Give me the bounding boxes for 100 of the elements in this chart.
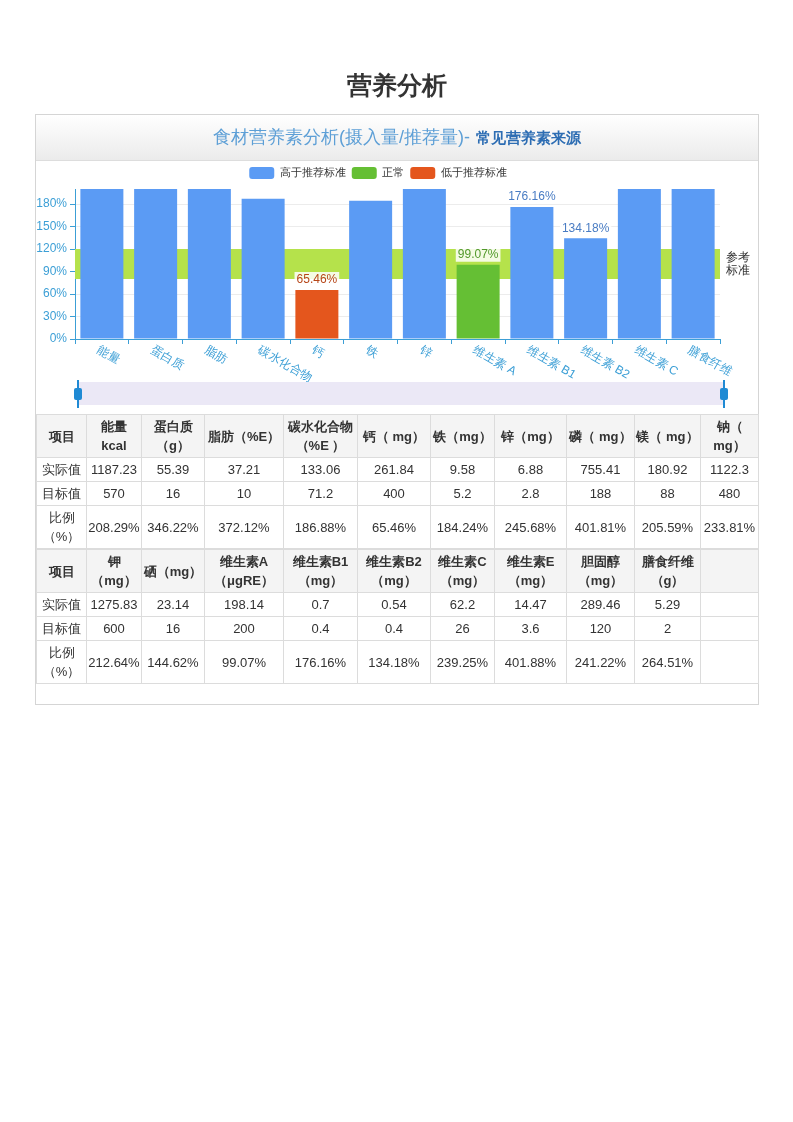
category-label: 维生素B2（mg） (357, 549, 431, 593)
category-label: 钠（ mg） (700, 414, 759, 458)
legend-label: 正常 (382, 166, 405, 179)
data-label: 570 (86, 481, 142, 506)
data-label: 65.46% (296, 272, 338, 287)
data-label: 1187.23 (86, 457, 142, 482)
data-label: 264.51% (634, 640, 701, 684)
x-tick-label: 维生素 C (632, 342, 682, 379)
category-label: 维生素B1（mg） (283, 549, 358, 593)
bar (564, 238, 608, 339)
data-label: 184.24% (430, 505, 495, 549)
data-label: 5.2 (430, 481, 495, 506)
legend-label: 高于推荐标准 (279, 166, 346, 179)
data-label: 401.88% (494, 640, 567, 684)
data-label: 99.07% (457, 247, 499, 262)
data-label: 144.62% (141, 640, 205, 684)
bar (241, 198, 285, 339)
y-tick-label: 120% (36, 241, 68, 256)
x-tick-label: 维生素 B2 (578, 342, 633, 382)
chart-subtitle: 常见营养素来源 (475, 129, 581, 146)
data-label: 245.68% (494, 505, 567, 549)
category-label: 镁（ mg） (634, 414, 701, 458)
data-label: 372.12% (204, 505, 284, 549)
legend-label: 低于推荐标准 (440, 166, 507, 179)
bar (510, 206, 554, 339)
data-label: 16 (141, 481, 205, 506)
category-label: 锌（mg） (494, 414, 567, 458)
data-label: 2 (634, 616, 701, 641)
data-label: 289.46 (566, 592, 635, 617)
x-tick-label: 脂肪 (202, 342, 230, 367)
legend-title: 项目 (36, 414, 87, 458)
x-tick-label: 维生素 A (470, 342, 519, 379)
data-label: 55.39 (141, 457, 205, 482)
data-label: 176.16% (283, 640, 358, 684)
data-label: 188 (566, 481, 635, 506)
data-label: 198.14 (204, 592, 284, 617)
data-label: 261.84 (357, 457, 431, 482)
data-label: 241.22% (566, 640, 635, 684)
category-label: 磷（ mg） (566, 414, 635, 458)
y-tick-label: 30% (42, 308, 68, 323)
data-label: 5.29 (634, 592, 701, 617)
data-label: 37.21 (204, 457, 284, 482)
category-label: 膳食纤维（g） (634, 549, 701, 593)
data-label: 71.2 (283, 481, 358, 506)
data-label: 346.22% (141, 505, 205, 549)
data-label: 205.59% (634, 505, 701, 549)
y-tick-label: 0% (49, 331, 68, 346)
data-label: 239.25% (430, 640, 495, 684)
data-label: 400 (357, 481, 431, 506)
data-label: 212.64% (86, 640, 142, 684)
bar (349, 200, 393, 339)
x-tick-label: 维生素 B1 (524, 342, 579, 382)
data-label: 16 (141, 616, 205, 641)
data-label: 65.46% (357, 505, 431, 549)
x-tick-label: 膳食纤维 (685, 342, 735, 379)
data-label: 1122.3 (700, 457, 759, 482)
data-label: 134.18% (561, 220, 610, 235)
category-label: 钾（mg） (86, 549, 142, 593)
data-label: 186.88% (283, 505, 358, 549)
y-tick-label: 150% (36, 218, 68, 233)
data-label: 233.81% (700, 505, 759, 549)
data-label: 480 (700, 481, 759, 506)
bar (80, 189, 124, 339)
category-label: 胆固醇（mg） (566, 549, 635, 593)
data-label: 6.88 (494, 457, 567, 482)
legend-title: 项目 (36, 549, 87, 593)
data-label: 600 (86, 616, 142, 641)
legend-label: 实际值 (36, 592, 87, 617)
data-label: 133.06 (283, 457, 358, 482)
data-label: 401.81% (566, 505, 635, 549)
band-label: 参考标准 (725, 249, 750, 277)
data-label: 180.92 (634, 457, 701, 482)
category-label: 硒（mg） (141, 549, 205, 593)
data-label: 1275.83 (86, 592, 142, 617)
data-label: 10 (204, 481, 284, 506)
data-label: 88 (634, 481, 701, 506)
data-label: 0.4 (357, 616, 431, 641)
data-label: 26 (430, 616, 495, 641)
legend-label: 目标值 (36, 616, 87, 641)
bar (187, 189, 231, 339)
data-label: 0.4 (283, 616, 358, 641)
category-label: 能量 kcal (86, 414, 142, 458)
data-label: 23.14 (141, 592, 205, 617)
data-label: 62.2 (430, 592, 495, 617)
text: 营养分析 (345, 70, 448, 101)
x-tick-label: 蛋白质 (148, 342, 187, 373)
bar (456, 264, 500, 339)
bar (134, 189, 178, 339)
category-label: 钙（ mg） (357, 414, 431, 458)
category-label: 铁（mg） (430, 414, 495, 458)
text: 比例（%） (36, 640, 87, 684)
data-label: 0.7 (283, 592, 358, 617)
data-label: 200 (204, 616, 284, 641)
category-label: 脂肪（%E） (204, 414, 284, 458)
y-tick-label: 60% (42, 286, 68, 301)
category-label: 维生素E（mg） (494, 549, 567, 593)
category-label: 维生素A（μgRE） (204, 549, 284, 593)
x-tick-label: 能量 (94, 342, 123, 367)
data-label: 134.18% (357, 640, 431, 684)
data-label: 2.8 (494, 481, 567, 506)
